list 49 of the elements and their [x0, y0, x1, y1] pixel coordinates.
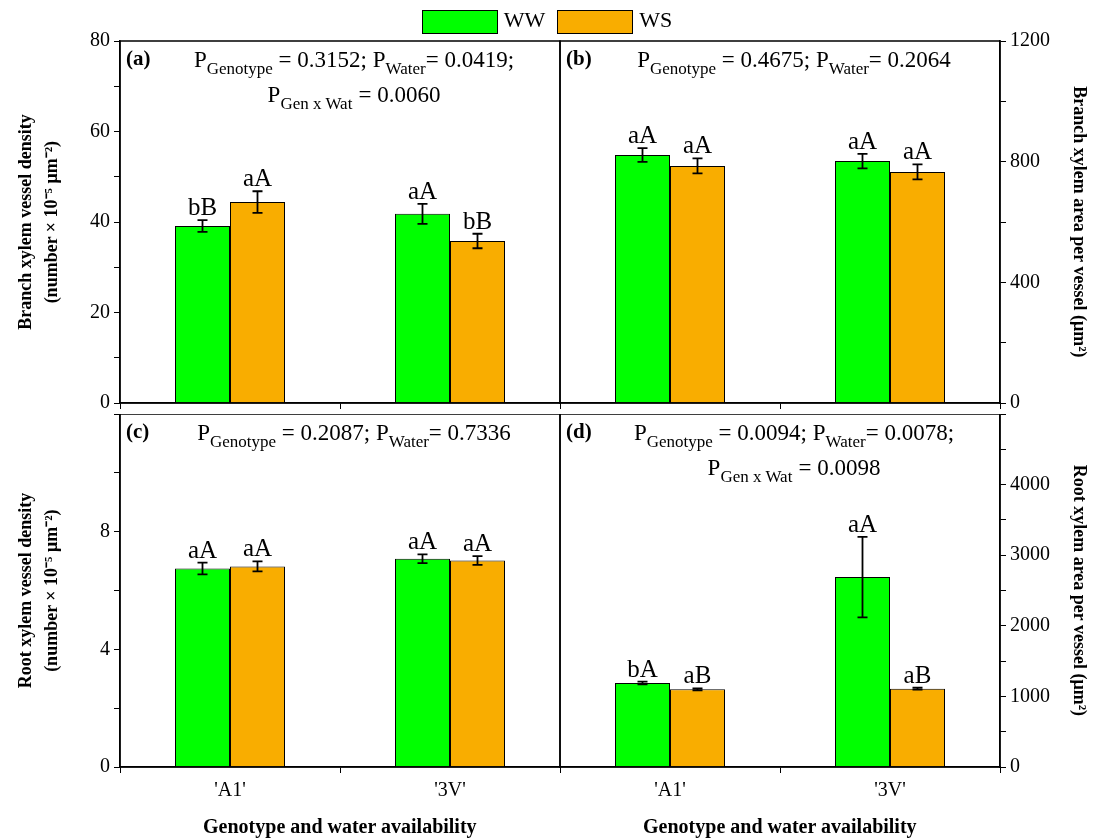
- data-label: aA: [682, 131, 713, 159]
- y-tick-label: 0: [1010, 754, 1020, 777]
- data-label: aA: [242, 534, 273, 562]
- data-label: bA: [627, 654, 658, 682]
- data-label: aA: [847, 126, 878, 154]
- y-tick-label: 0: [100, 390, 110, 413]
- y-tick-label: 20: [90, 299, 110, 322]
- annotation: (a): [126, 46, 151, 70]
- y-tick-label: 1200: [1010, 28, 1050, 51]
- y-tick-label: 4000: [1010, 471, 1050, 494]
- y-tick-label: 0: [1010, 390, 1020, 413]
- data-label: aA: [902, 137, 933, 165]
- x-tick-label: '3V': [874, 778, 906, 801]
- data-label: aA: [847, 509, 878, 537]
- data-label: bB: [462, 206, 493, 234]
- y-axis-title: Branch xylem vessel density (number × 10⁻⁵ μm⁻²): [15, 114, 63, 330]
- y-tick-label: 0: [100, 754, 110, 777]
- data-label: aB: [683, 661, 712, 689]
- y-axis-title: Root xylem vessel density (number × 10⁻⁵ μm⁻²): [15, 492, 63, 689]
- data-label: aA: [187, 535, 218, 563]
- data-label: aA: [462, 529, 493, 557]
- data-label: aA: [407, 527, 438, 555]
- y-tick-label: 1000: [1010, 683, 1050, 706]
- y-axis-title: Root xylem area per vessel (μm²): [1068, 464, 1090, 717]
- y-tick-label: 2000: [1010, 613, 1050, 636]
- data-label: aB: [903, 660, 932, 688]
- x-tick-label: '3V': [434, 778, 466, 801]
- legend-label: WW: [503, 7, 546, 33]
- y-tick-label: 40: [90, 209, 110, 232]
- x-tick-label: 'A1': [214, 778, 246, 801]
- annotation: (d): [566, 419, 592, 443]
- data-label: bB: [187, 193, 218, 221]
- y-tick-label: 800: [1010, 148, 1040, 171]
- x-tick-label: 'A1': [654, 778, 686, 801]
- y-tick-label: 400: [1010, 269, 1040, 292]
- y-tick-label: 4: [100, 636, 110, 659]
- x-axis-title: Genotype and water availability: [643, 815, 917, 838]
- data-label: aA: [242, 164, 273, 192]
- legend-label: WS: [639, 7, 673, 33]
- annotation: (c): [126, 419, 150, 443]
- y-tick-label: 80: [90, 28, 110, 51]
- annotation: (b): [566, 46, 592, 70]
- y-axis-title: Branch xylem area per vessel (μm²): [1068, 86, 1090, 358]
- x-axis-title: Genotype and water availability: [203, 815, 477, 838]
- data-label: aA: [627, 121, 658, 149]
- y-tick-label: 8: [100, 518, 110, 541]
- data-label: aA: [407, 176, 438, 204]
- y-tick-label: 3000: [1010, 542, 1050, 565]
- y-tick-label: 60: [90, 118, 110, 141]
